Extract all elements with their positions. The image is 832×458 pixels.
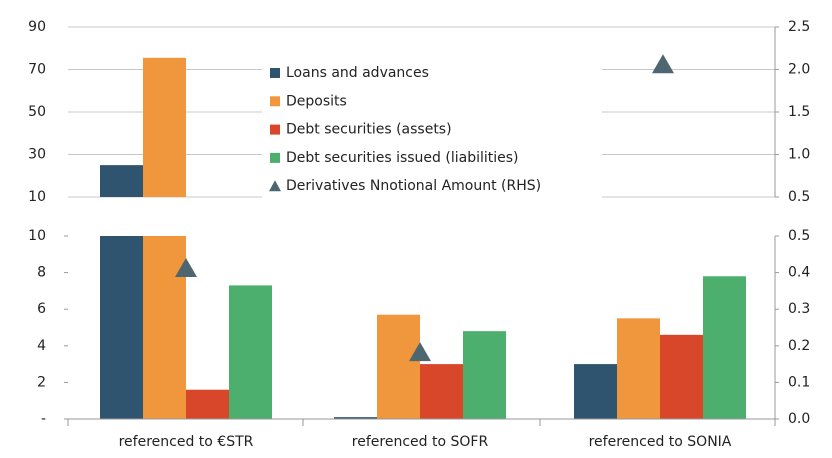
y-tick-label: 6 — [37, 301, 46, 317]
y2-tick-label: 2.0 — [788, 62, 810, 78]
y2-tick-label: 0.4 — [788, 265, 810, 281]
y2-tick-label: 0.5 — [788, 228, 810, 244]
x-tick-label: referenced to €STR — [119, 434, 254, 450]
legend-label: Derivatives Nnotional Amount (RHS) — [286, 178, 541, 194]
bar — [617, 318, 660, 419]
y-tick-label: 4 — [37, 338, 46, 354]
bar — [143, 236, 186, 419]
y-tick-label: 10 — [28, 189, 46, 205]
y2-tick-label: 0.0 — [788, 411, 810, 427]
legend-label: Loans and advances — [286, 65, 429, 81]
y2-tick-label: 2.5 — [788, 19, 810, 35]
legend-swatch — [269, 180, 281, 192]
legend-swatch — [270, 68, 280, 78]
triangle-marker — [652, 54, 674, 74]
bar — [334, 417, 377, 419]
y2-tick-label: 0.1 — [788, 374, 810, 390]
bar — [463, 331, 506, 419]
y-tick-label: 30 — [28, 147, 46, 163]
y-tick-label: 2 — [37, 374, 46, 390]
bar — [143, 57, 186, 197]
triangle-marker — [409, 342, 431, 362]
legend-label: Debt securities issued (liabilities) — [286, 150, 519, 166]
y-tick-label: 8 — [37, 265, 46, 281]
legend-background — [262, 58, 602, 200]
legend-label: Deposits — [286, 93, 347, 109]
y2-tick-label: 0.5 — [788, 189, 810, 205]
legend-swatch — [270, 124, 280, 135]
legend-swatch — [270, 152, 280, 163]
y-tick-label: 10 — [28, 228, 46, 244]
bar — [100, 165, 143, 197]
y2-tick-label: 0.3 — [788, 301, 810, 317]
legend-label: Debt securities (assets) — [286, 122, 452, 138]
legend-swatch — [270, 96, 280, 107]
bar — [703, 276, 746, 419]
y2-tick-label: 1.5 — [788, 104, 810, 120]
y-tick-label: 90 — [28, 19, 46, 35]
bar — [377, 314, 420, 419]
bar — [100, 236, 143, 419]
bar — [229, 285, 272, 419]
bar — [420, 364, 463, 419]
bar — [574, 364, 617, 419]
y-tick-label: 70 — [28, 62, 46, 78]
bar — [186, 389, 229, 419]
triangle-marker — [175, 257, 197, 277]
y-tick-label: - — [41, 411, 46, 427]
y-tick-label: 50 — [28, 104, 46, 120]
x-tick-label: referenced to SONIA — [589, 434, 732, 450]
y2-tick-label: 1.0 — [788, 147, 810, 163]
x-tick-label: referenced to SOFR — [352, 434, 489, 450]
y2-tick-label: 0.2 — [788, 338, 810, 354]
bar — [660, 334, 703, 419]
